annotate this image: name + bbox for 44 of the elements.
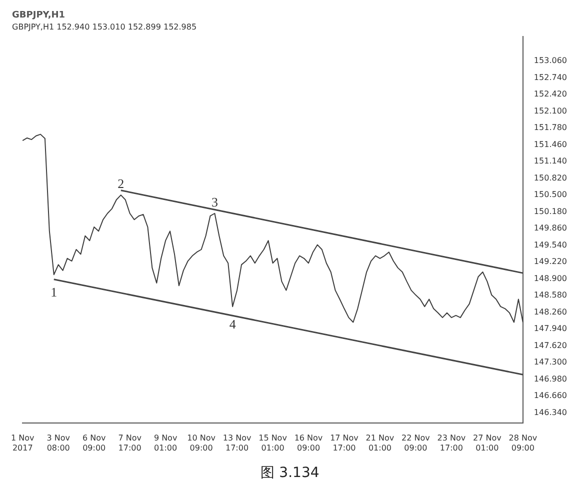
y-tick-label: 146.340 (534, 408, 568, 417)
y-tick-label: 152.740 (534, 72, 568, 82)
y-tick-label: 147.620 (534, 340, 568, 350)
y-tick-label: 146.660 (534, 391, 568, 400)
y-tick-label: 150.180 (534, 206, 568, 216)
y-tick-label: 150.820 (534, 173, 568, 182)
x-tick-label: 6 Nov 09:00 (82, 434, 106, 452)
x-tick-label: 23 Nov 17:00 (437, 434, 466, 452)
caption: 图 3.134 (260, 464, 320, 482)
y-tick-label: 152.100 (534, 106, 568, 116)
x-tick-label: 3 Nov 08:00 (46, 434, 70, 452)
y-tick-label: 149.220 (534, 257, 568, 266)
y-tick-label: 146.980 (534, 374, 568, 384)
x-tick-label: 28 Nov 09:00 (508, 434, 538, 452)
x-tick-label: 17 Nov 17:00 (330, 434, 359, 452)
annotation: 4 (229, 316, 236, 332)
y-tick-label: 148.580 (534, 290, 568, 300)
x-tick-label: 13 Nov 17:00 (222, 434, 252, 452)
x-tick-label: 7 Nov 17:00 (118, 434, 142, 452)
y-tick-label: 147.940 (534, 324, 568, 334)
x-tick-label: 1 Nov 2017 (11, 434, 35, 452)
y-tick-label: 153.060 (534, 56, 568, 66)
x-tick-label: 22 Nov 09:00 (402, 434, 430, 452)
x-tick-label: 16 Nov 09:00 (294, 434, 323, 452)
y-tick-label: 148.900 (534, 274, 568, 283)
y-tick-label: 149.540 (534, 240, 568, 250)
y-tick-label: 150.500 (534, 190, 568, 200)
chart-subtitle: GBPJPY,H1 152.940 153.010 152.899 152.985 (12, 22, 197, 32)
y-tick-label: 148.260 (534, 307, 568, 316)
x-tick-label: 10 Nov 09:00 (187, 434, 216, 452)
x-tick-label: 27 Nov 01:00 (473, 434, 502, 452)
y-tick-label: 151.140 (534, 156, 568, 166)
chart-title: GBPJPY,H1 (12, 10, 66, 21)
x-tick-label: 9 Nov 01:00 (154, 434, 178, 452)
annotation: 3 (211, 194, 218, 210)
y-tick-label: 151.460 (534, 140, 568, 149)
y-tick-label: 152.420 (534, 90, 568, 99)
annotation: 2 (118, 176, 124, 191)
x-tick-label: 15 Nov 01:00 (258, 434, 288, 452)
annotation: 1 (50, 284, 58, 300)
y-tick-label: 149.860 (534, 224, 568, 233)
x-tick-label: 21 Nov 01:00 (366, 434, 394, 452)
y-tick-label: 147.300 (534, 358, 568, 367)
y-tick-label: 151.780 (534, 123, 568, 132)
